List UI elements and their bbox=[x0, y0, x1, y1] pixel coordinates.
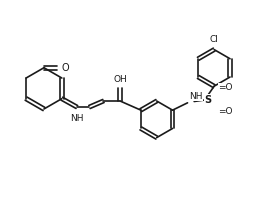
Text: =O: =O bbox=[218, 83, 233, 92]
Text: S: S bbox=[205, 95, 212, 105]
Text: =O: =O bbox=[218, 107, 233, 116]
Text: NH: NH bbox=[70, 114, 84, 123]
Text: OH: OH bbox=[113, 75, 127, 84]
Text: Cl: Cl bbox=[210, 35, 218, 44]
Text: O: O bbox=[61, 63, 69, 73]
Text: NH: NH bbox=[189, 92, 202, 101]
